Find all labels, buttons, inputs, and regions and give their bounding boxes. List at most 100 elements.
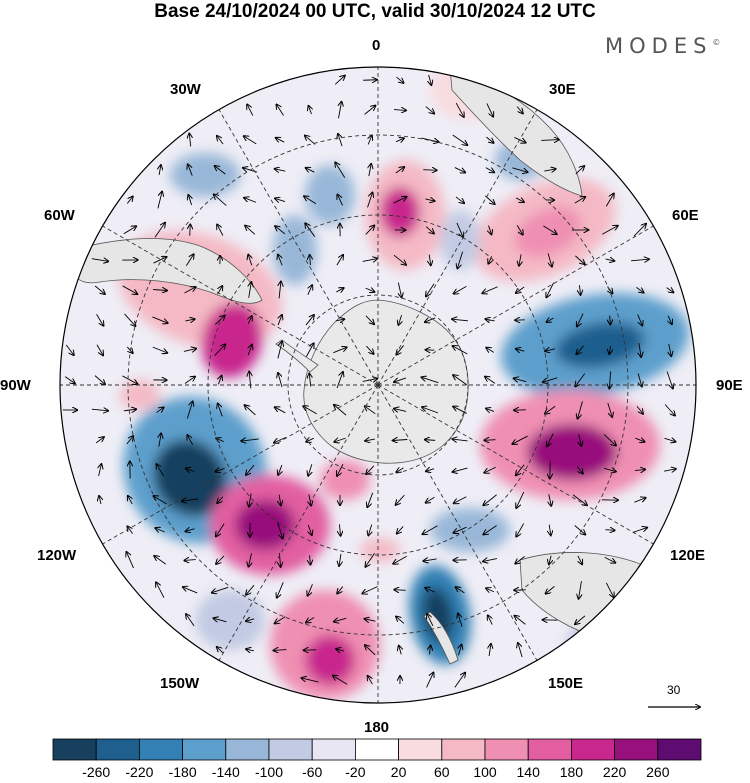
wind-vector xyxy=(278,255,283,266)
wind-vector xyxy=(336,649,344,651)
wind-vector xyxy=(579,434,582,446)
wind-vector xyxy=(485,377,496,384)
wind-vector xyxy=(333,347,346,354)
anomaly-blob xyxy=(320,460,370,500)
anomaly-blob xyxy=(153,439,227,517)
brand-text: MODES xyxy=(605,34,713,58)
colorbar-tick-label: -100 xyxy=(254,764,284,780)
wind-vector xyxy=(365,288,375,292)
wind-vector xyxy=(276,104,284,116)
wind-vector xyxy=(519,254,521,265)
wind-vector xyxy=(277,342,282,359)
wind-vector xyxy=(426,673,434,688)
wind-vector xyxy=(184,560,196,561)
wind-vector xyxy=(455,102,464,117)
wind-vector xyxy=(605,530,614,531)
lon-label-150w: 150W xyxy=(160,675,200,692)
wind-vector xyxy=(609,345,610,354)
wind-vector xyxy=(664,438,676,441)
wind-vector xyxy=(185,254,193,266)
wind-vector xyxy=(335,162,346,178)
wind-vector xyxy=(366,465,375,474)
wind-vector xyxy=(516,349,525,351)
wind-vector xyxy=(399,646,402,655)
wind-vector xyxy=(575,373,586,387)
wind-vector xyxy=(575,615,586,624)
wind-vector xyxy=(95,437,104,444)
wind-vector xyxy=(429,254,431,266)
wind-vector xyxy=(422,377,439,384)
wind-vector xyxy=(546,282,555,298)
anomaly-blob xyxy=(380,187,420,237)
colorbar-swatch xyxy=(398,738,443,761)
wind-vector xyxy=(486,103,493,116)
wind-vector xyxy=(216,438,224,441)
colorbar-tick-label: -180 xyxy=(168,764,197,780)
colorbar-swatch xyxy=(311,738,356,761)
wind-vector xyxy=(244,198,257,203)
wind-vector xyxy=(214,194,227,206)
wind-vector xyxy=(154,556,167,565)
wind-vector xyxy=(216,523,225,537)
colorbar-tick-label: 140 xyxy=(516,764,540,780)
wind-vector xyxy=(309,374,311,387)
wind-vector xyxy=(422,407,439,414)
wind-vector xyxy=(576,345,584,354)
wind-vector xyxy=(574,525,586,534)
wind-vector xyxy=(602,226,617,235)
map-title: Base 24/10/2024 00 UTC, valid 30/10/2024… xyxy=(154,1,596,22)
wind-vector xyxy=(516,106,523,114)
wind-vector xyxy=(634,498,645,503)
wind-vector xyxy=(549,555,551,565)
wind-vector xyxy=(543,225,556,234)
colorbar-swatch xyxy=(52,738,97,761)
wind-vector xyxy=(549,494,551,506)
wind-vector xyxy=(122,375,138,384)
wind-vector xyxy=(152,346,167,353)
wind-vector xyxy=(183,349,196,352)
wind-vector xyxy=(64,376,75,384)
wind-vector xyxy=(334,76,345,85)
wind-vector xyxy=(544,169,555,171)
wind-vector xyxy=(248,345,252,356)
wind-vector xyxy=(276,521,282,539)
wind-vector xyxy=(549,524,551,536)
meridian-line xyxy=(218,109,379,386)
wind-vector xyxy=(366,345,373,354)
wind-vector xyxy=(215,468,225,471)
wind-vector xyxy=(362,586,378,593)
wind-vector xyxy=(339,524,340,535)
wind-vector xyxy=(94,285,105,294)
wind-vector xyxy=(394,377,407,382)
wind-vector xyxy=(485,167,494,173)
wind-vector xyxy=(153,257,166,264)
anomaly-blob xyxy=(120,380,160,410)
wind-vector xyxy=(393,197,406,204)
wind-vector xyxy=(157,192,162,209)
wind-vector xyxy=(249,282,252,298)
wind-vector xyxy=(308,524,312,535)
wind-vector xyxy=(425,106,434,114)
anomaly-blob xyxy=(422,587,454,643)
wind-vector xyxy=(543,377,558,382)
wind-vector xyxy=(514,137,525,142)
anomaly-blob xyxy=(527,424,617,480)
wind-vector xyxy=(483,525,497,535)
wind-vector xyxy=(574,197,585,204)
wind-vector xyxy=(457,251,464,269)
wind-vector xyxy=(186,529,195,532)
wind-vector xyxy=(337,463,344,476)
wind-vector xyxy=(367,492,374,507)
colorbar-tick-label: 220 xyxy=(602,764,627,780)
wind-vector xyxy=(249,553,252,566)
wind-vector xyxy=(489,644,491,657)
wind-vector xyxy=(308,285,312,296)
wind-vector xyxy=(572,494,587,505)
wind-vector xyxy=(636,287,643,292)
wind-vector xyxy=(362,259,378,262)
anomaly-blob xyxy=(555,321,645,369)
wind-vector xyxy=(454,167,465,173)
anomaly-blob xyxy=(170,153,240,197)
wind-vector xyxy=(396,345,404,354)
wind-vector xyxy=(276,138,285,142)
